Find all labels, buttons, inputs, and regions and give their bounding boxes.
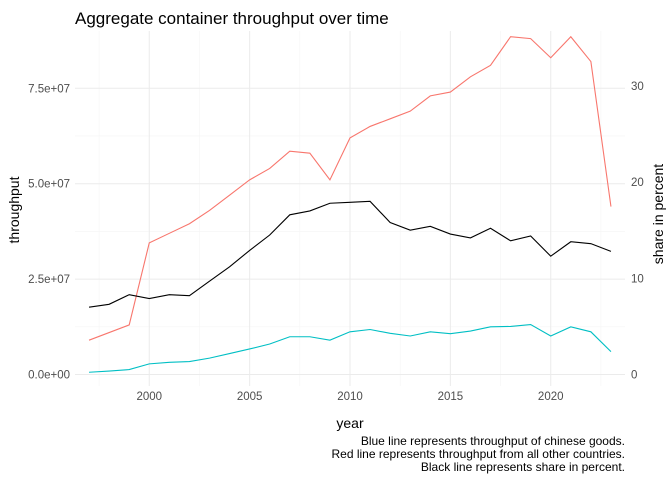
y2-tick-label: 0: [631, 370, 637, 382]
y-tick-label: 5.0e+07: [28, 179, 70, 191]
chinese-goods-line: [89, 323, 612, 373]
y-axis-left: 0.0e+00 2.5e+07 5.0e+07 7.5e+07: [28, 83, 70, 381]
y2-tick-label: 10: [631, 273, 644, 285]
x-axis-title: year: [336, 415, 364, 431]
caption-line-1: Blue line represents throughput of chine…: [361, 434, 625, 448]
y-axis-title: throughput: [6, 176, 22, 243]
x-tick-label: 2000: [136, 391, 162, 403]
y2-tick-label: 20: [631, 177, 644, 189]
x-tick-label: 2010: [337, 391, 363, 403]
y-tick-label: 7.5e+07: [28, 83, 70, 95]
caption-line-2: Red line represents throughput from all …: [332, 447, 626, 461]
other-countries-line: [88, 35, 612, 341]
y2-axis-title: share in percent: [650, 164, 666, 265]
x-tick-label: 2005: [237, 391, 263, 403]
chart-title: Aggregate container throughput over time: [75, 9, 389, 28]
grid: [75, 31, 625, 386]
y2-tick-label: 30: [631, 81, 644, 93]
y-axis-right: 0 10 20 30: [631, 81, 644, 382]
y-tick-label: 2.5e+07: [28, 274, 70, 286]
series-layer: [88, 35, 612, 373]
x-tick-label: 2015: [438, 391, 464, 403]
share-percent-line: [88, 200, 612, 308]
x-axis: 2000 2005 2010 2015 2020: [136, 391, 563, 403]
caption-line-3: Black line represents share in percent.: [421, 460, 625, 474]
y-tick-label: 0.0e+00: [28, 370, 70, 382]
x-tick-label: 2020: [538, 391, 564, 403]
